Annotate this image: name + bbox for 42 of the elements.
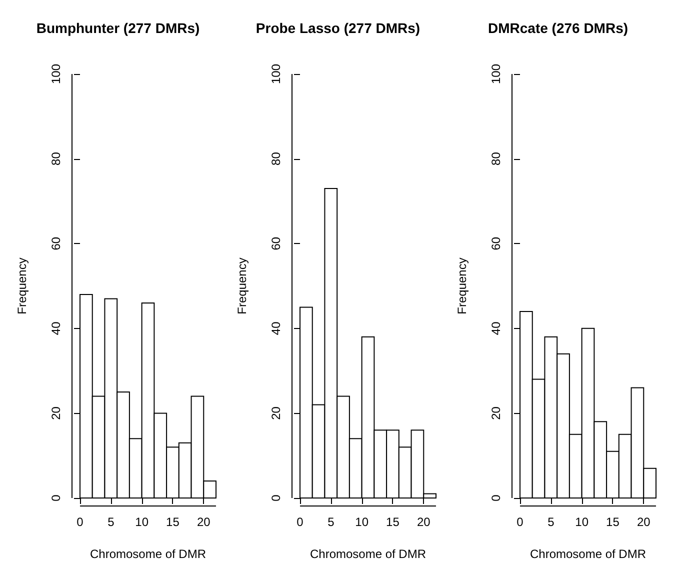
y-tick-label: 80 <box>489 152 503 166</box>
y-tick-label: 100 <box>489 64 503 84</box>
y-tick-label: 80 <box>49 152 63 166</box>
y-axis-title: Frequency <box>15 258 29 314</box>
y-tick-label: 0 <box>489 494 503 502</box>
y-tick-label: 40 <box>269 321 283 336</box>
x-tick-label: 20 <box>636 515 651 529</box>
x-tick-label: 5 <box>108 515 115 529</box>
y-tick-label: 20 <box>489 406 503 420</box>
x-tick-label: 15 <box>386 515 400 529</box>
chart-title: DMRcate (276 DMRs) <box>488 20 628 36</box>
y-tick-label: 0 <box>49 494 63 502</box>
y-tick-label: 60 <box>269 236 283 250</box>
y-tick-label: 20 <box>269 406 283 420</box>
x-axis-title: Chromosome of DMR <box>530 547 646 561</box>
x-axis-title: Chromosome of DMR <box>310 547 426 561</box>
chart-title: Probe Lasso (277 DMRs) <box>256 20 420 36</box>
y-tick-label: 20 <box>49 406 63 420</box>
x-tick-label: 0 <box>516 515 524 529</box>
x-tick-label: 10 <box>575 515 589 529</box>
x-tick-label: 5 <box>548 515 555 529</box>
y-tick-label: 40 <box>489 321 503 336</box>
x-axis-title: Chromosome of DMR <box>90 547 206 561</box>
x-tick-label: 15 <box>166 515 180 529</box>
x-tick-label: 10 <box>355 515 369 529</box>
y-tick-label: 60 <box>489 236 503 250</box>
y-tick-label: 0 <box>269 494 283 502</box>
y-tick-label: 80 <box>269 152 283 166</box>
x-tick-label: 15 <box>606 515 620 529</box>
chart-title: Bumphunter (277 DMRs) <box>36 20 200 36</box>
x-tick-label: 0 <box>296 515 304 529</box>
x-tick-label: 10 <box>135 515 149 529</box>
y-axis-title: Frequency <box>455 258 469 314</box>
x-tick-label: 20 <box>196 515 211 529</box>
y-tick-label: 100 <box>269 64 283 84</box>
x-tick-label: 5 <box>328 515 335 529</box>
y-tick-label: 60 <box>49 236 63 250</box>
x-tick-label: 20 <box>416 515 431 529</box>
x-tick-label: 0 <box>76 515 84 529</box>
y-tick-label: 40 <box>49 321 63 336</box>
y-tick-label: 100 <box>49 64 63 84</box>
y-axis-title: Frequency <box>235 258 249 314</box>
